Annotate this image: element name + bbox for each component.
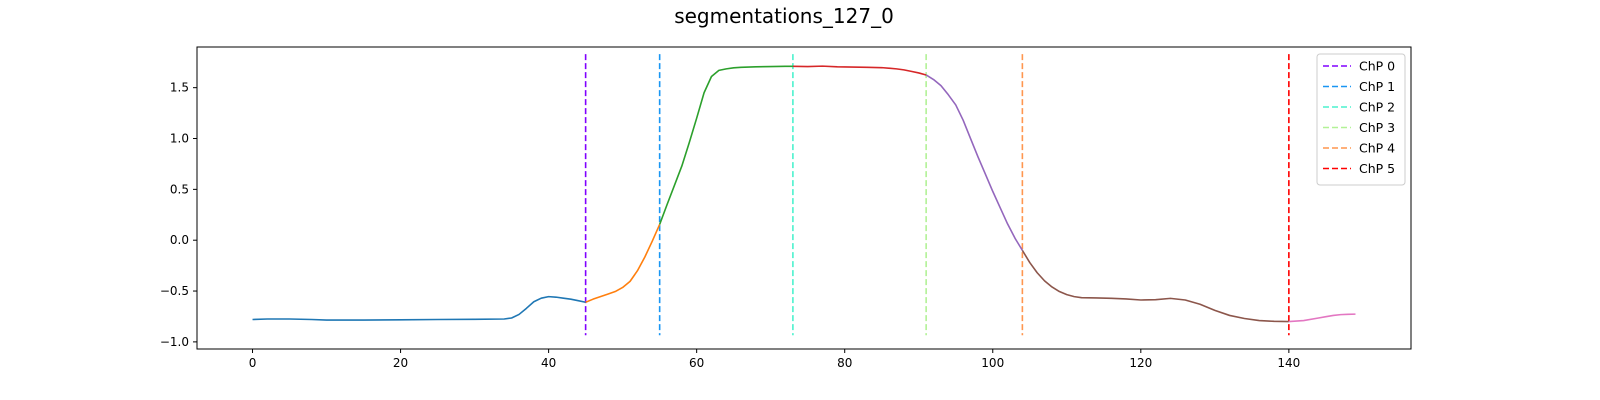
segment-line-1 xyxy=(585,224,661,303)
chart-title: segmentations_127_0 xyxy=(674,4,894,28)
segment-line-3 xyxy=(792,65,927,76)
x-tick-label: 60 xyxy=(689,356,704,370)
x-tick-label: 120 xyxy=(1129,356,1152,370)
segment-line-5 xyxy=(1021,249,1289,323)
segment-line-2 xyxy=(658,65,793,225)
legend-label-5: ChP 5 xyxy=(1359,161,1395,176)
plot-frame xyxy=(196,46,1412,350)
plot-area xyxy=(252,54,1356,336)
y-tick-label: 0.5 xyxy=(170,182,189,196)
legend-label-3: ChP 3 xyxy=(1359,120,1395,135)
axes: 0 20 40 60 80 100 120 140 −1.0 −0.5 0.0 0.5 1.0 1.5 xyxy=(160,81,1300,370)
x-tick-label: 80 xyxy=(837,356,852,370)
y-tick-label: 1.0 xyxy=(170,132,189,146)
legend-label-0: ChP 0 xyxy=(1359,59,1395,74)
y-tick-label: −1.0 xyxy=(160,335,189,349)
x-tick-label: 40 xyxy=(541,356,556,370)
x-tick-label: 140 xyxy=(1277,356,1300,370)
segment-line-4 xyxy=(925,74,1024,251)
y-tick-label: 0.0 xyxy=(170,233,189,247)
legend-label-4: ChP 4 xyxy=(1359,141,1395,156)
x-tick-label: 0 xyxy=(249,356,257,370)
x-tick-label: 20 xyxy=(393,356,408,370)
x-tick-label: 100 xyxy=(981,356,1004,370)
legend-label-1: ChP 1 xyxy=(1359,79,1395,94)
legend-label-2: ChP 2 xyxy=(1359,100,1395,115)
legend: ChP 0 ChP 1 ChP 2 ChP 3 ChP 4 ChP 5 xyxy=(1316,53,1406,186)
y-tick-label: −0.5 xyxy=(160,284,189,298)
y-tick-label: 1.5 xyxy=(170,81,189,95)
segment-line-0 xyxy=(252,295,586,321)
segment-line-6 xyxy=(1288,313,1356,323)
legend-box xyxy=(1316,53,1406,186)
